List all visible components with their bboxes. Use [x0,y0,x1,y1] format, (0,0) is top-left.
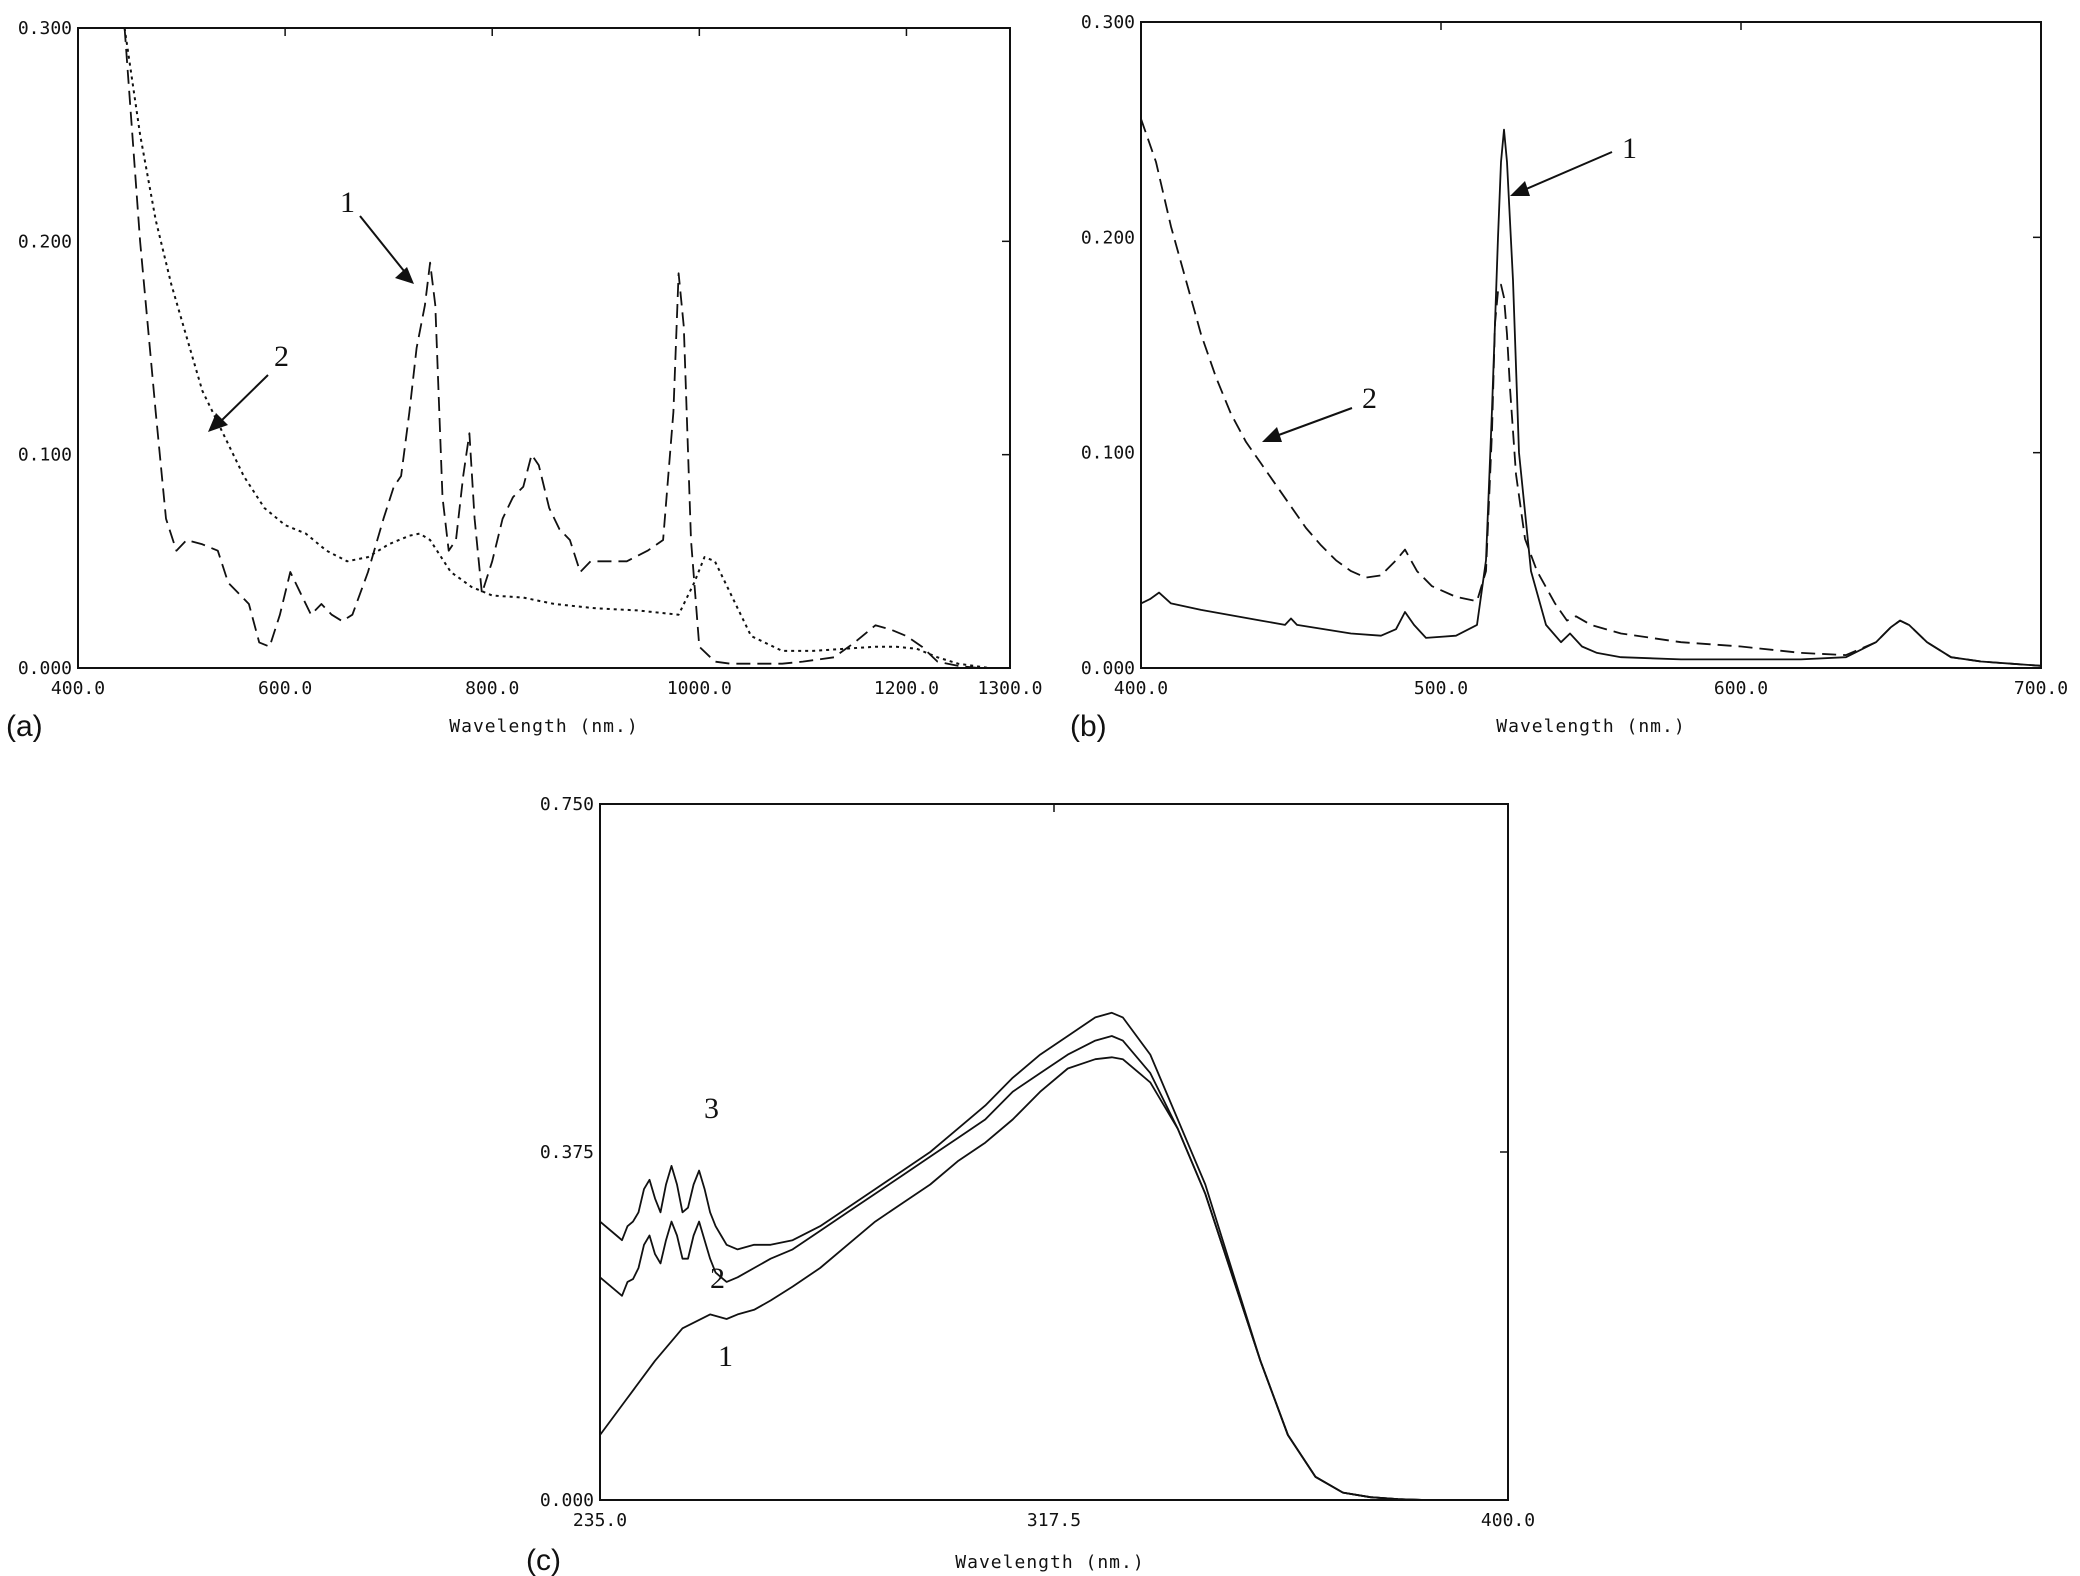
panel-a-y-tick-label: 0.200 [18,231,72,252]
panel-a-y-tick-label: 0.100 [18,445,72,466]
panel-a-x-tick-label: 800.0 [465,678,519,699]
panel-b-y-tick-label: 0.100 [1081,443,1135,464]
panel-b-xlabel: Wavelength (nm.) [1496,716,1685,737]
panel-c-y-tick-label: 0.000 [540,1490,594,1511]
panel-b-series-1-line [1140,128,2042,667]
panel-a: 0.000 0.100 0.200 0.300 400.0 600.0 800.0 1000… [6,18,1043,743]
panel-a-series-2-line [123,27,990,669]
panel-b: 0.000 0.100 0.200 0.300 400.0 500.0 600.0 700.… [1070,12,2068,743]
panel-b-y-axis: 0.000 0.100 0.200 0.300 [1081,12,2041,679]
panel-a-label-2: 2 [274,340,289,373]
panel-c-x-tick-label: 317.5 [1027,1510,1081,1531]
panel-b-y-tick-label: 0.000 [1081,658,1135,679]
panel-a-x-tick-label: 400.0 [51,678,105,699]
panel-a-arrow-1 [359,215,409,277]
panel-b-series [1140,118,2042,667]
panel-a-label-1: 1 [340,186,355,219]
panel-b-series-2-line [1140,118,2042,667]
panel-b-label-1: 1 [1622,132,1637,165]
panel-a-y-tick-label: 0.300 [18,18,72,39]
panel-b-x-tick-label: 600.0 [1714,678,1768,699]
panel-b-arrow-2 [1275,407,1353,437]
panel-c-x-tick-label: 235.0 [573,1510,627,1531]
panel-a-arrow-2 [219,374,269,423]
panel-b-label-2: 2 [1362,382,1377,415]
panel-a-series-1-line [123,27,1000,669]
panel-c-label-2: 2 [710,1262,725,1295]
panel-c-y-tick-label: 0.375 [540,1142,594,1163]
panel-c-series [599,1011,1508,1501]
panel-c: 0.000 0.375 0.750 235.0 317.5 400.0 Waveleng… [526,794,1535,1576]
panel-a-xlabel: Wavelength (nm.) [449,716,638,737]
panel-a-tag: (a) [6,710,43,743]
panel-a-x-axis: 400.0 600.0 800.0 1000.0 1200.0 1300.0 [51,28,1043,699]
panel-a-y-axis: 0.000 0.100 0.200 0.300 [18,18,1010,679]
panel-a-x-tick-label: 1200.0 [874,678,939,699]
panel-c-xlabel: Wavelength (nm.) [955,1552,1144,1573]
panel-b-y-tick-label: 0.300 [1081,12,1135,33]
panel-c-tag: (c) [526,1544,561,1576]
panel-a-x-tick-label: 600.0 [258,678,312,699]
panel-a-x-tick-label: 1000.0 [667,678,732,699]
panel-a-arrowhead-1 [395,267,414,284]
panel-c-y-axis: 0.000 0.375 0.750 [540,794,1508,1511]
panel-b-arrowhead-2 [1262,427,1282,442]
panel-a-arrowhead-2 [208,413,228,432]
panel-b-arrowhead-1 [1510,181,1530,196]
panel-b-x-tick-label: 400.0 [1114,678,1168,699]
panel-c-series-3-line [599,1011,1508,1501]
panel-b-frame [1140,21,2042,669]
panel-b-tag: (b) [1070,710,1107,743]
panel-c-x-axis: 235.0 317.5 400.0 [573,804,1535,1531]
panel-b-x-tick-label: 700.0 [2014,678,2068,699]
panel-a-y-tick-label: 0.000 [18,658,72,679]
panel-c-label-3: 3 [704,1092,719,1125]
panel-a-series [123,27,1000,669]
panel-c-series-2-line [599,1035,1508,1501]
panel-b-x-tick-label: 500.0 [1414,678,1468,699]
panel-c-y-tick-label: 0.750 [540,794,594,815]
panel-a-x-tick-label: 1300.0 [977,678,1042,699]
panel-c-frame [599,803,1509,1501]
panel-c-x-tick-label: 400.0 [1481,1510,1535,1531]
panel-c-label-1: 1 [718,1340,733,1373]
panel-b-x-axis: 400.0 500.0 600.0 700.0 [1114,22,2068,699]
panel-b-y-tick-label: 0.200 [1081,227,1135,248]
panel-b-arrow-1 [1523,151,1613,191]
panel-a-frame [77,27,1011,669]
